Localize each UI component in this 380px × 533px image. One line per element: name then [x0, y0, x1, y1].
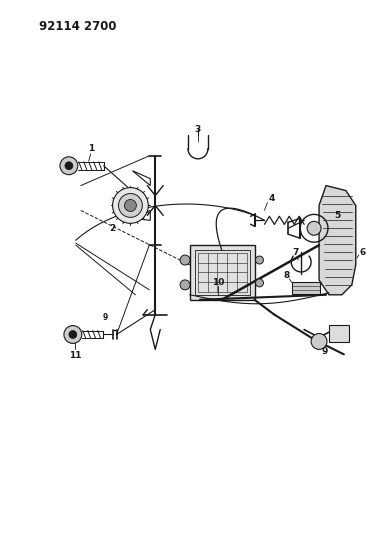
Polygon shape: [319, 185, 356, 295]
Circle shape: [64, 326, 82, 343]
Text: 6: 6: [359, 248, 366, 256]
Text: 3: 3: [195, 125, 201, 133]
Text: 2: 2: [109, 224, 116, 233]
Circle shape: [125, 199, 136, 212]
Circle shape: [65, 162, 73, 169]
Circle shape: [255, 256, 263, 264]
Circle shape: [60, 157, 78, 175]
Circle shape: [307, 221, 321, 235]
Text: 7: 7: [292, 248, 298, 256]
Circle shape: [180, 280, 190, 290]
Bar: [292, 282, 320, 294]
Bar: [329, 325, 349, 342]
Circle shape: [119, 193, 142, 217]
Circle shape: [69, 330, 77, 338]
Text: 9: 9: [103, 313, 108, 322]
Text: 4: 4: [268, 194, 275, 203]
Text: 11: 11: [69, 351, 81, 360]
Bar: [195, 250, 250, 295]
Circle shape: [255, 279, 263, 287]
Text: 5: 5: [334, 211, 340, 220]
Text: 10: 10: [212, 278, 224, 287]
Circle shape: [311, 334, 327, 350]
Text: 9: 9: [322, 347, 328, 356]
Circle shape: [180, 255, 190, 265]
Text: 92114 2700: 92114 2700: [39, 20, 117, 33]
Text: 1: 1: [88, 144, 94, 154]
Text: 8: 8: [283, 271, 290, 280]
Circle shape: [112, 188, 148, 223]
Bar: [190, 245, 255, 300]
